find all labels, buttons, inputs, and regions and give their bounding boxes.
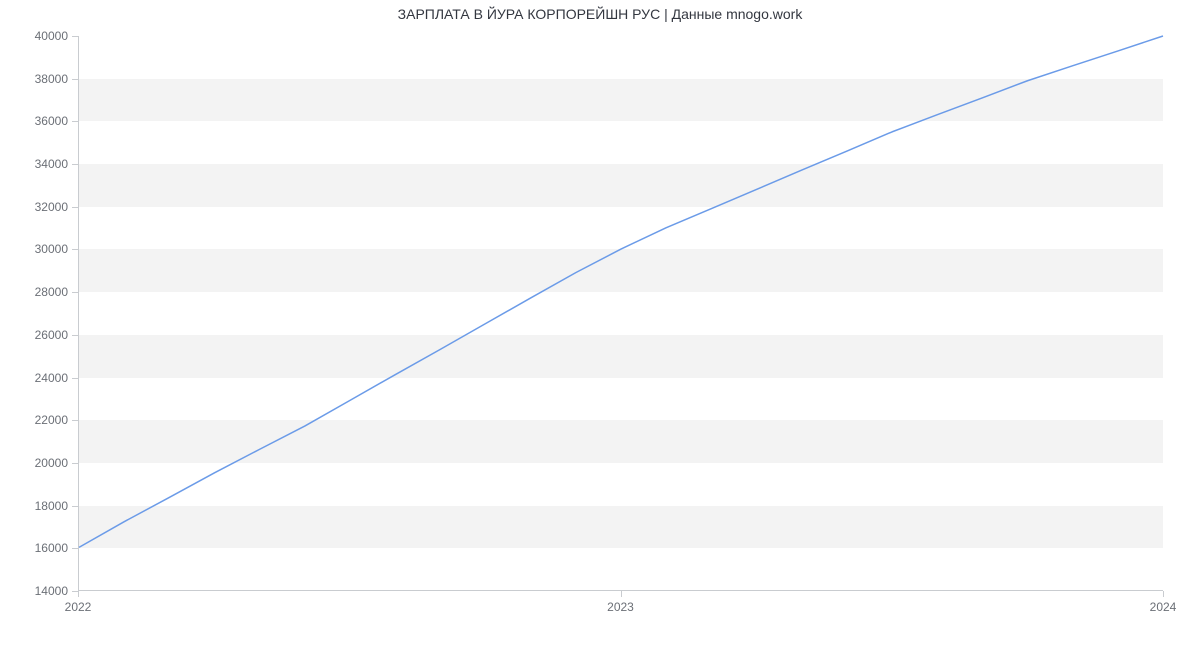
y-axis-tick-label: 36000 [0,114,68,128]
x-axis-tick-label: 2023 [607,600,634,614]
chart-title: ЗАРПЛАТА В ЙУРА КОРПОРЕЙШН РУС | Данные … [0,6,1200,22]
x-axis-tick-mark [1163,591,1164,597]
x-axis-tick-label: 2024 [1150,600,1177,614]
y-axis-tick-label: 32000 [0,200,68,214]
y-axis-tick-label: 34000 [0,157,68,171]
x-axis-tick-label: 2022 [65,600,92,614]
y-axis-tick-label: 28000 [0,285,68,299]
x-axis-tick-mark [621,591,622,597]
y-axis-tick-label: 24000 [0,371,68,385]
y-axis-tick-label: 16000 [0,541,68,555]
y-axis-tick-label: 30000 [0,242,68,256]
plot-area [78,36,1163,591]
series-line [79,36,1163,590]
y-axis-tick-label: 20000 [0,456,68,470]
y-axis-tick-label: 26000 [0,328,68,342]
line-series-salary [79,36,1163,547]
y-axis-tick-label: 38000 [0,72,68,86]
y-axis-tick-label: 22000 [0,413,68,427]
y-axis-tick-label: 18000 [0,499,68,513]
y-axis-tick-label: 40000 [0,29,68,43]
y-axis-tick-label: 14000 [0,584,68,598]
salary-line-chart: ЗАРПЛАТА В ЙУРА КОРПОРЕЙШН РУС | Данные … [0,0,1200,650]
x-axis-tick-mark [78,591,79,597]
